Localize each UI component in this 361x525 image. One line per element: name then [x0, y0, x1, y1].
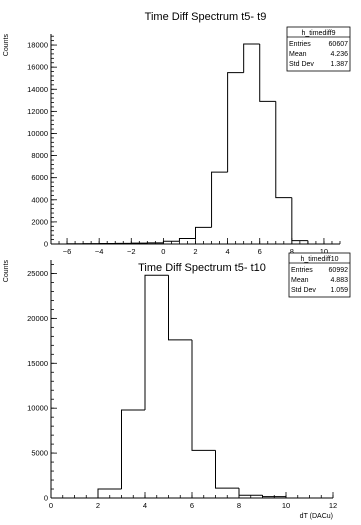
histogram-bin — [215, 450, 239, 489]
stats-box-frame — [286, 26, 351, 72]
y-axis-title: Counts — [3, 260, 10, 283]
histogram-bin — [97, 488, 122, 498]
x-tick-label: 10 — [320, 247, 328, 256]
y-tick-label: 0 — [44, 494, 48, 503]
stats-value: 1.059 — [330, 287, 348, 294]
y-tick-label: 8000 — [31, 151, 48, 160]
y-tick-label: 12000 — [27, 107, 48, 116]
y-tick-label: 20000 — [27, 314, 48, 323]
histogram-bin — [195, 226, 212, 239]
stats-label: Std Dev — [291, 287, 316, 294]
stats-histogram-name: h_timediff9 — [301, 30, 335, 37]
stats-label: Entries — [291, 267, 313, 274]
histogram-bin — [259, 43, 276, 102]
histogram-bin — [238, 488, 263, 496]
histogram-bin — [162, 240, 180, 243]
x-tick-label: −6 — [63, 247, 72, 256]
histogram-bin — [211, 171, 228, 228]
y-tick-label: 5000 — [31, 449, 48, 458]
stats-label: Mean — [289, 51, 307, 58]
y-tick-label: 10000 — [27, 404, 48, 413]
y-tick-label: 2000 — [31, 217, 48, 226]
histogram-bin — [144, 274, 169, 410]
stats-label: Std Dev — [289, 61, 314, 68]
histogram-panel-1: Time Diff Spectrum t5- t9020004000600080… — [3, 11, 351, 256]
y-tick-label: 14000 — [27, 85, 48, 94]
histogram-bin — [168, 275, 192, 341]
x-tick-label: 4 — [226, 247, 230, 256]
y-tick-label: 15000 — [27, 359, 48, 368]
x-tick-label: 2 — [193, 247, 197, 256]
x-tick-label: 0 — [161, 247, 165, 256]
histogram-bin — [243, 43, 260, 73]
y-axis-title: Counts — [3, 34, 10, 57]
histogram-bin — [227, 72, 244, 173]
stats-label: Entries — [289, 41, 311, 48]
stats-label: Mean — [291, 277, 309, 284]
histogram-bin — [262, 495, 286, 498]
x-tick-label: −2 — [127, 247, 136, 256]
histogram-bin — [121, 409, 145, 490]
y-tick-label: 0 — [44, 240, 48, 249]
histogram-bin — [291, 197, 308, 242]
histogram-bin — [191, 339, 216, 451]
stats-box-frame — [288, 252, 351, 298]
stats-box: h_timediff10 Entries 60992 Mean 4.883 Std Dev… — [288, 252, 351, 298]
x-tick-label: 8 — [237, 501, 241, 510]
histogram-bin — [178, 237, 196, 242]
stats-box: h_timediff9 Entries 60607 Mean 4.236 Std Dev 1… — [286, 26, 351, 72]
y-tick-label: 25000 — [27, 269, 48, 278]
x-tick-label: 2 — [96, 501, 100, 510]
chart-title: Time Diff Spectrum t5- t9 — [145, 11, 267, 23]
histogram-bin — [285, 496, 310, 499]
y-tick-label: 6000 — [31, 173, 48, 182]
stats-value: 4.236 — [330, 51, 348, 58]
stats-value: 60607 — [329, 41, 349, 48]
stats-histogram-name: h_timediff10 — [300, 256, 338, 263]
y-tick-label: 16000 — [27, 63, 48, 72]
y-tick-label: 10000 — [27, 129, 48, 138]
x-tick-label: 8 — [290, 247, 294, 256]
stats-value: 60992 — [329, 267, 349, 274]
x-tick-label: 4 — [143, 501, 147, 510]
y-tick-label: 4000 — [31, 195, 48, 204]
chart-title: Time Diff Spectrum t5- t10 — [138, 262, 266, 274]
histogram-bin — [275, 101, 292, 199]
x-tick-label: 10 — [282, 501, 290, 510]
x-tick-label: −4 — [95, 247, 104, 256]
x-tick-label: 6 — [258, 247, 262, 256]
histogram-panel-2: Time Diff Spectrum t5- t10 0 5000 10000 1500… — [3, 252, 351, 520]
x-tick-label: 6 — [190, 501, 194, 510]
x-tick-label: 12 — [329, 501, 337, 510]
stats-value: 4.883 — [330, 277, 348, 284]
histogram-bin — [307, 240, 324, 245]
x-axis-title: dT (DACu) — [300, 513, 333, 520]
y-tick-label: 18000 — [27, 41, 48, 50]
stats-value: 1.387 — [330, 61, 348, 68]
x-tick-label: 0 — [49, 501, 53, 510]
